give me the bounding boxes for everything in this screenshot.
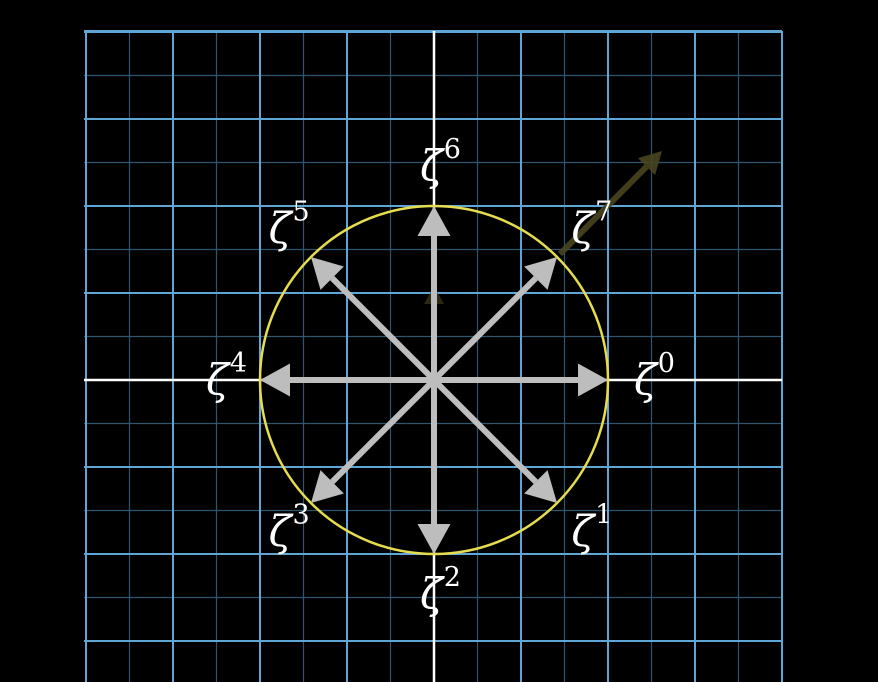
zeta-exponent: 3	[292, 499, 309, 530]
root-arrow	[310, 256, 437, 383]
zeta-exponent: 2	[444, 562, 461, 593]
zeta-symbol: ζ	[571, 204, 596, 253]
arrow-head	[524, 256, 558, 290]
zeta-symbol: ζ	[420, 569, 445, 618]
zeta-label: ζ0	[634, 348, 675, 404]
root-arrow	[431, 256, 558, 383]
zeta-exponent: 1	[595, 499, 612, 530]
arrow-shaft	[431, 276, 538, 383]
arrow-head	[310, 256, 344, 290]
root-arrow	[417, 206, 451, 380]
zeta-symbol: ζ	[634, 355, 659, 404]
arrow-shaft	[431, 377, 538, 484]
arrow-shaft	[557, 164, 649, 257]
arrow-head	[637, 151, 662, 176]
arrow-shaft	[330, 276, 437, 383]
zeta-label: ζ3	[269, 499, 310, 555]
zeta-exponent: 6	[444, 134, 461, 165]
zeta-label: ζ2	[420, 562, 461, 618]
root-arrow	[310, 377, 437, 504]
arrow-head	[524, 470, 558, 504]
arrow-head	[310, 470, 344, 504]
zeta-label: ζ5	[269, 197, 310, 253]
zeta-symbol: ζ	[206, 355, 231, 404]
zeta-symbol: ζ	[420, 141, 445, 190]
root-arrow	[431, 377, 558, 504]
zeta-exponent: 7	[595, 197, 612, 228]
zeta-symbol: ζ	[269, 506, 294, 555]
zeta-label: ζ6	[420, 134, 461, 190]
root-arrows	[260, 206, 608, 554]
arrow-head	[260, 363, 290, 397]
arrow-shaft	[330, 377, 437, 484]
root-arrow	[260, 363, 434, 397]
zeta-symbol: ζ	[571, 506, 596, 555]
faint-arrow-diagonal	[557, 151, 662, 257]
arrow-head	[417, 524, 451, 554]
root-arrow	[434, 363, 608, 397]
zeta-exponent: 4	[230, 348, 247, 379]
arrow-head	[578, 363, 608, 397]
zeta-exponent: 5	[292, 197, 309, 228]
zeta-label: ζ4	[206, 348, 247, 404]
zeta-exponent: 0	[658, 348, 675, 379]
zeta-label: ζ7	[571, 197, 612, 253]
arrow-head	[417, 206, 451, 236]
zeta-symbol: ζ	[269, 204, 294, 253]
zeta-label: ζ1	[571, 499, 612, 555]
root-arrow	[417, 380, 451, 554]
